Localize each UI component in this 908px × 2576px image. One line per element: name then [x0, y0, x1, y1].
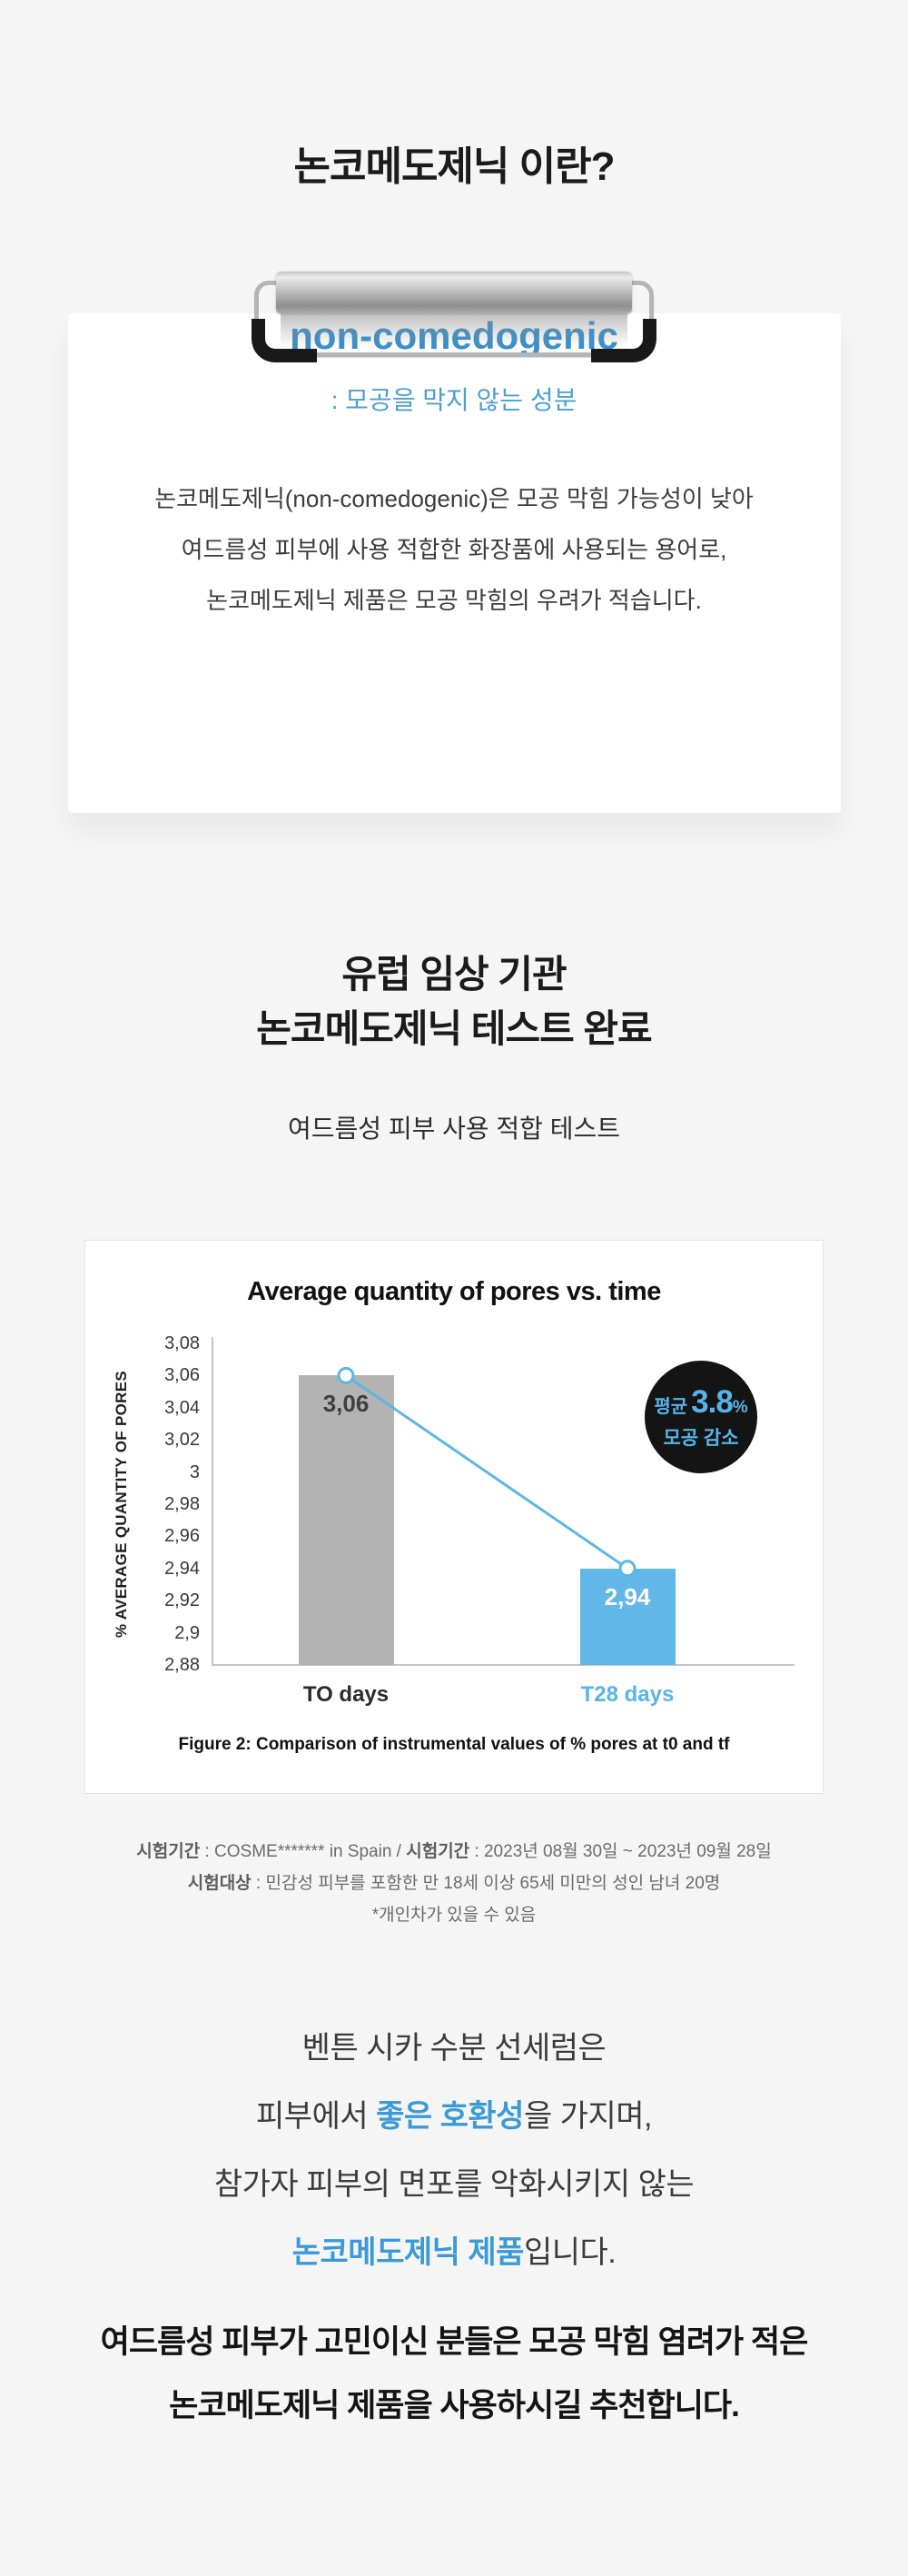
bar-value-label: 3,06 [322, 1390, 370, 1418]
clip-reflection [281, 313, 627, 352]
result-line: 논코메도제닉 제품입니다. [291, 2235, 617, 2270]
y-axis-tick-label: 2,96 [164, 1526, 200, 1547]
description-line: 논코메도제닉 제품은 모공 막힘의 우려가 적습니다. [206, 587, 702, 614]
y-axis-tick-label: 3 [189, 1461, 200, 1482]
recommendation-text: 여드름성 피부가 고민이신 분들은 모공 막힘 염려가 적은 논코메도제닉 제품… [0, 2311, 908, 2438]
x-axis-category-label: T28 days [580, 1682, 675, 1707]
description-line: 여드름성 피부에 사용 적합한 화장품에 사용되는 용어로, [181, 536, 727, 563]
x-axis-category-label: TO days [302, 1682, 390, 1707]
test-info-line: 시험대상 : 민감성 피부를 포함한 만 18세 이상 65세 미만의 성인 남… [187, 1874, 721, 1893]
chart-bar-2: 2,94 [579, 1568, 676, 1665]
reduction-badge: 평균 3.8 % 모공 감소 [645, 1361, 757, 1473]
y-axis-tick-label: 2,98 [164, 1494, 200, 1514]
bar-value-label: 2,94 [604, 1582, 651, 1610]
chart-title: Average quantity of pores vs. time [247, 1277, 661, 1306]
y-axis-tick-label: 3,06 [164, 1365, 200, 1386]
test-section-heading: 유럽 임상 기관 논코메도제닉 테스트 완료 [0, 947, 908, 1056]
y-axis-tick-label: 2,9 [174, 1622, 200, 1643]
test-info-label: 시험대상 [187, 1874, 252, 1893]
test-info-disclaimer: *개인차가 있을 수 있음 [371, 1906, 537, 1925]
result-line: 벤튼 시카 수분 선세럼은 [301, 2031, 607, 2066]
clip-metal-bar [276, 272, 632, 313]
badge-headline: 평균 3.8 % [654, 1384, 747, 1421]
test-conditions: 시험기간 : COSME******* in Spain / 시험기간 : 20… [0, 1836, 908, 1931]
test-section-subheading: 여드름성 피부 사용 적합 테스트 [288, 1115, 620, 1143]
term-subtitle: : 모공을 막지 않는 성분 [331, 386, 577, 414]
term-description: 논코메도제닉(non-comedogenic)은 모공 막힘 가능성이 낮아 여… [68, 473, 841, 626]
x-axis-line [212, 1664, 794, 1666]
clipboard-clip-icon [252, 272, 656, 362]
y-axis-tick-label: 3,08 [164, 1333, 200, 1353]
definition-card: non-comedogenic : 모공을 막지 않는 성분 논코메도제닉(no… [67, 272, 841, 813]
page-title: 논코메도제닉 이란? [293, 144, 616, 189]
y-axis-line [212, 1337, 213, 1666]
badge-subline: 모공 감소 [663, 1427, 739, 1449]
test-info-label: 시험기간 [406, 1842, 470, 1861]
heading-line: 논코메도제닉 테스트 완료 [256, 1007, 652, 1050]
clip-corner-left [252, 319, 317, 362]
y-axis-tick-label: 2,94 [164, 1558, 200, 1579]
recommendation-line: 여드름성 피부가 고민이신 분들은 모공 막힘 염려가 적은 [100, 2324, 809, 2360]
y-axis-tick-label: 3,02 [164, 1430, 200, 1451]
heading-line: 유럽 임상 기관 [341, 953, 567, 996]
figure-caption: Figure 2: Comparison of instrumental val… [178, 1735, 730, 1754]
badge-value: 3.8 [691, 1383, 734, 1420]
badge-unit: % [732, 1397, 748, 1417]
y-axis-tick-label: 2,88 [164, 1655, 200, 1675]
result-line: 참가자 피부의 면포를 악화시키지 않는 [213, 2167, 695, 2202]
y-axis-tick-label: 2,92 [164, 1590, 200, 1611]
recommendation-line: 논코메도제닉 제품을 사용하시길 추천합니다. [169, 2388, 740, 2423]
test-info-line: 시험기간 : COSME******* in Spain / 시험기간 : 20… [136, 1842, 772, 1861]
result-line: 피부에서 좋은 호환성을 가지며, [256, 2099, 652, 2134]
test-info-label: 시험기간 [136, 1842, 201, 1861]
badge-prefix: 평균 [654, 1396, 688, 1417]
pore-chart-card: Average quantity of pores vs. time % AVE… [84, 1240, 824, 1794]
y-axis-tick-label: 3,04 [164, 1397, 200, 1418]
chart-bar-1: 3,06 [298, 1375, 394, 1665]
result-paragraph: 벤튼 시카 수분 선세럼은 피부에서 좋은 호환성을 가지며, 참가자 피부의 … [0, 2015, 908, 2287]
description-line: 논코메도제닉(non-comedogenic)은 모공 막힘 가능성이 낮아 [154, 485, 754, 512]
